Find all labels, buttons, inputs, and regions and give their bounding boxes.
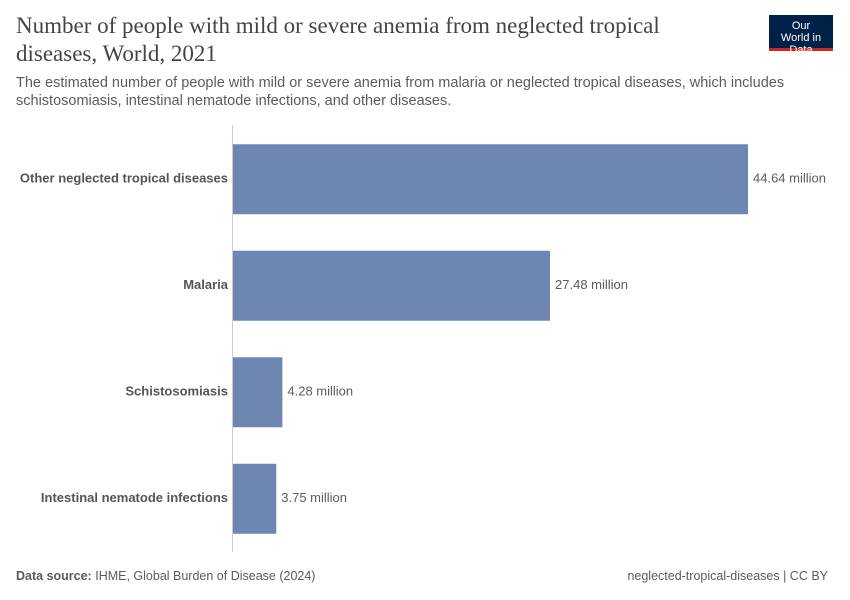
category-label: Other neglected tropical diseases: [20, 171, 228, 186]
bar: [233, 357, 283, 428]
category-label: Schistosomiasis: [125, 384, 228, 399]
bar: [233, 250, 551, 321]
category-label: Intestinal nematode infections: [41, 490, 228, 505]
value-label: 3.75 million: [281, 490, 347, 505]
source-label: Data source:: [16, 569, 92, 583]
chart-subtitle: The estimated number of people with mild…: [16, 75, 785, 109]
source: IHME, Global Burden of Disease (2024): [95, 569, 316, 583]
value-label: 4.28 million: [287, 384, 353, 399]
chart-title: Number of people with mild or severe ane…: [16, 13, 660, 66]
logo[interactable]: Our World in Data: [769, 15, 833, 56]
value-label: 27.48 million: [555, 277, 628, 292]
bar: [233, 463, 277, 534]
category-label: Malaria: [183, 277, 229, 292]
bar: [233, 144, 748, 215]
value-label: 44.64 million: [753, 171, 826, 186]
footer: Data source: IHME, Global Burden of Dise…: [16, 569, 315, 583]
footer-right: neglected-tropical-diseases | CC BY: [627, 569, 828, 583]
